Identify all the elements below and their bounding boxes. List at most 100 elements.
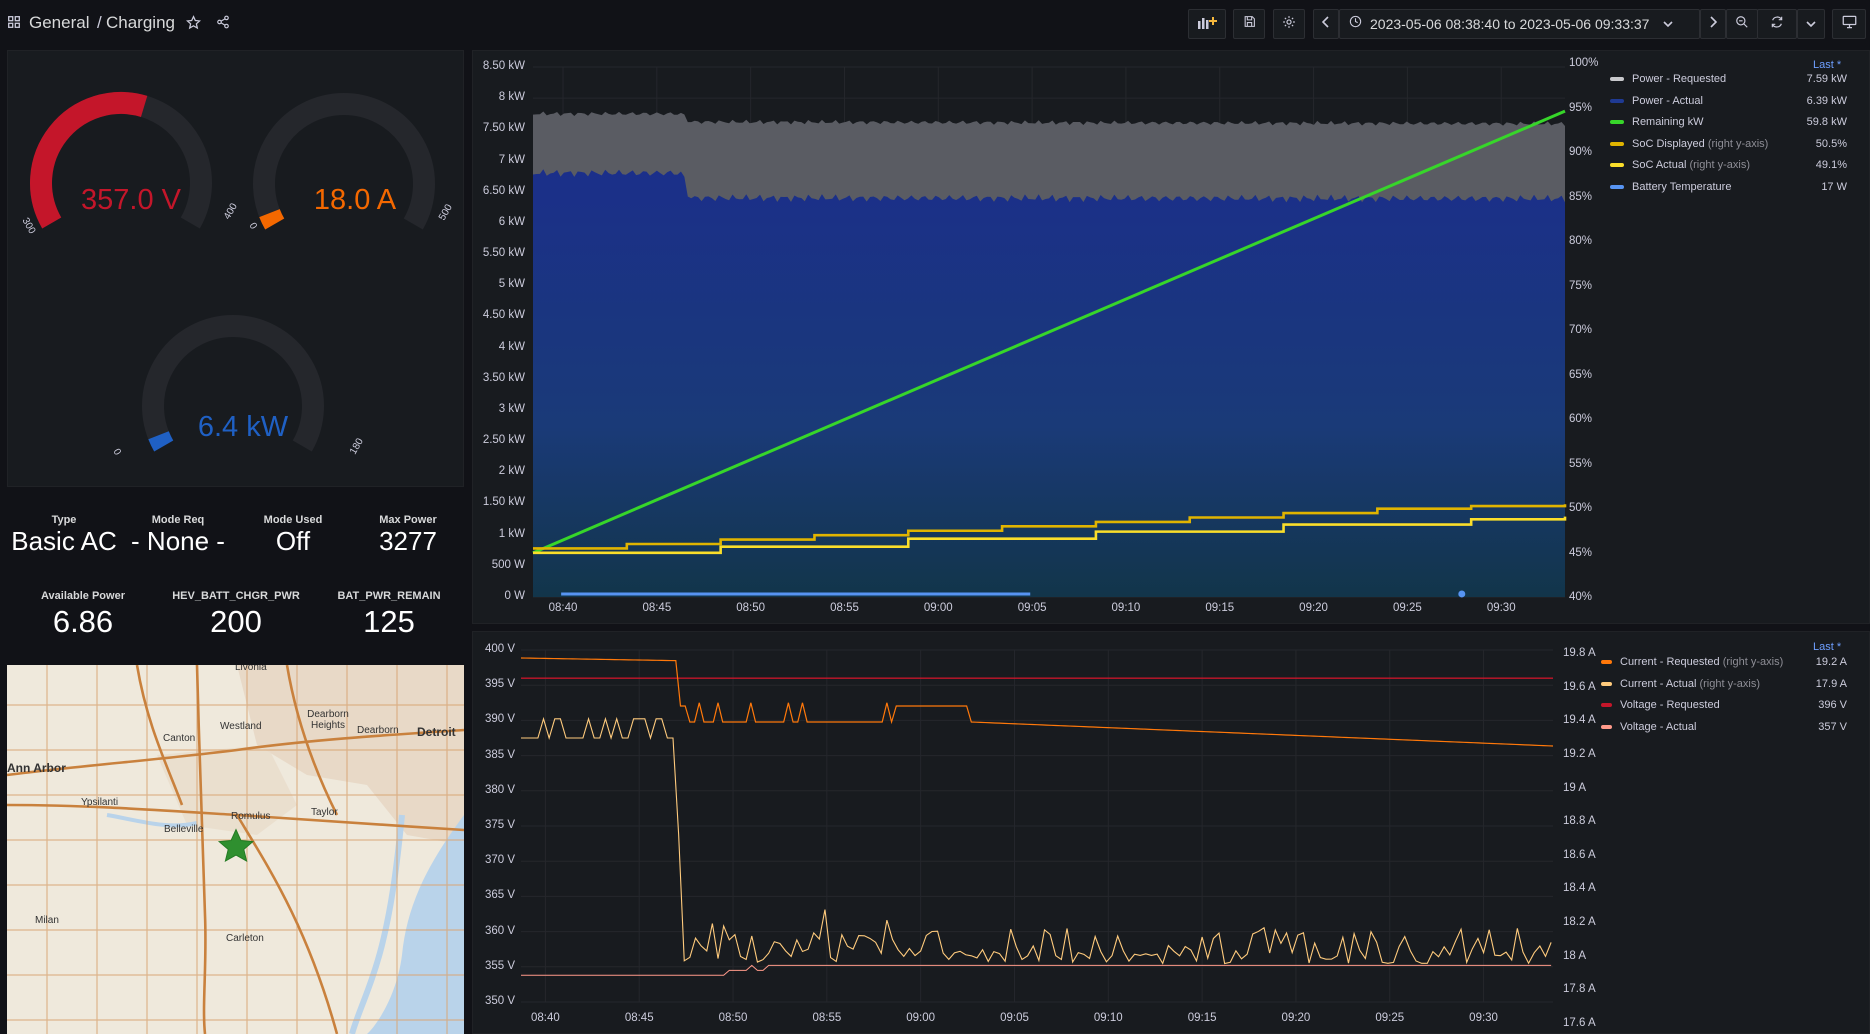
legend-swatch: [1610, 120, 1624, 125]
zoom-out-button[interactable]: [1726, 9, 1758, 39]
chevron-down-icon: [1806, 15, 1816, 33]
y-axis-right-tick: 90%: [1569, 146, 1593, 158]
map-label-ypsilanti: Ypsilanti: [81, 797, 119, 808]
legend-axis-note: (right y-axis): [1704, 137, 1769, 150]
x-axis-tick: 09:30: [1486, 602, 1516, 614]
legend-last-value: 19.2 A: [1815, 656, 1847, 668]
clock-icon: [1349, 15, 1362, 33]
power-soc-chart[interactable]: [473, 51, 1869, 623]
dashboard-settings-button[interactable]: [1273, 9, 1305, 39]
gauge-fill: [30, 92, 148, 229]
legend-swatch: [1601, 660, 1612, 665]
x-axis-tick: 09:00: [923, 602, 953, 614]
x-axis-tick: 09:25: [1392, 602, 1422, 614]
map-label-westland: Westland: [220, 721, 262, 732]
map-label-canton: Canton: [163, 733, 196, 744]
share-icon[interactable]: [216, 15, 230, 34]
legend-name: Power - Actual: [1632, 94, 1703, 107]
refresh-interval-dropdown[interactable]: [1797, 9, 1825, 39]
current-gauge-value: 18.0 A: [313, 184, 397, 216]
legend-last-value: 396 V: [1818, 699, 1847, 711]
save-dashboard-button[interactable]: [1233, 9, 1265, 39]
legend-item[interactable]: Voltage - Requested: [1601, 697, 1720, 713]
time-shift-forward-button[interactable]: [1700, 9, 1726, 39]
legend-item[interactable]: SoC Displayed (right y-axis): [1610, 136, 1768, 152]
y-axis-right-tick: 17.6 A: [1563, 1017, 1596, 1029]
map-label-romulus: Romulus: [231, 811, 271, 822]
legend-item[interactable]: Current - Actual (right y-axis): [1601, 676, 1760, 692]
dashboard-header: General / Charging 2023-05-06 08:38:40 t…: [0, 0, 1870, 46]
map-panel[interactable]: Livonia Canton Westland Dearborn Heights…: [7, 665, 464, 1034]
y-axis-tick: 1.50 kW: [482, 496, 525, 509]
legend-name: Remaining kW: [1632, 116, 1704, 128]
legend-item[interactable]: Current - Requested (right y-axis): [1601, 654, 1783, 670]
zoom-out-icon: [1735, 15, 1749, 34]
legend-axis-note: (right y-axis): [1686, 159, 1750, 171]
y-axis-right-tick: 18.6 A: [1563, 848, 1596, 861]
series-soc-displayed: [533, 504, 1567, 550]
tv-mode-button[interactable]: [1832, 9, 1866, 39]
y-axis-tick: 500 W: [491, 558, 525, 571]
y-axis-right-tick: 50%: [1569, 502, 1593, 514]
refresh-button[interactable]: [1757, 9, 1797, 39]
y-axis-right-tick: 19.2 A: [1563, 747, 1596, 760]
x-axis-tick: 08:55: [812, 1012, 842, 1024]
location-marker-star-icon[interactable]: [217, 828, 255, 869]
monitor-icon: [1842, 15, 1857, 34]
legend-item[interactable]: SoC Actual (right y-axis): [1610, 157, 1750, 173]
chevron-left-icon: [1321, 15, 1330, 33]
y-axis-right-tick: 18 A: [1563, 949, 1587, 962]
page-title: Charging: [106, 13, 175, 32]
legend-sort-header[interactable]: Last *: [1813, 641, 1842, 653]
voltage-current-chart[interactable]: [473, 632, 1869, 1033]
x-axis-tick: 09:00: [906, 1012, 936, 1024]
gauges-svg: [30, 92, 435, 452]
voltage-gauge: [30, 92, 212, 229]
power-gauge-value: 6.4 kW: [197, 411, 289, 443]
stat-value: 3277: [379, 526, 437, 556]
y-axis-right-tick: 80%: [1569, 235, 1593, 247]
legend-swatch: [1610, 163, 1624, 168]
x-axis-tick: 09:10: [1093, 1012, 1123, 1024]
time-range-label: 2023-05-06 08:38:40 to 2023-05-06 09:33:…: [1370, 16, 1650, 32]
add-panel-button[interactable]: [1188, 9, 1226, 39]
legend-swatch: [1610, 141, 1624, 146]
legend-name: Voltage - Requested: [1620, 699, 1720, 711]
stat-value: 6.86: [52, 604, 114, 639]
y-axis-right-tick: 75%: [1569, 279, 1593, 292]
y-axis-tick: 375 V: [484, 819, 515, 831]
series-current-actual: [521, 716, 1552, 965]
x-axis-tick: 09:10: [1111, 602, 1141, 614]
legend-item[interactable]: Remaining kW: [1610, 114, 1704, 130]
legend-swatch: [1610, 77, 1624, 82]
x-axis-tick: 08:55: [830, 602, 859, 614]
time-shift-back-button[interactable]: [1313, 9, 1339, 39]
y-axis-tick: 8.50 kW: [482, 60, 525, 72]
y-axis-tick: 4.50 kW: [482, 309, 525, 322]
star-icon[interactable]: [185, 15, 202, 35]
apps-grid-icon[interactable]: [8, 15, 20, 28]
y-axis-tick: 6 kW: [498, 215, 525, 228]
series-remaining-kw: [532, 109, 1566, 555]
legend-last-value: 6.39 kW: [1806, 94, 1847, 107]
y-axis-right-tick: 40%: [1569, 591, 1593, 603]
breadcrumb-folder[interactable]: General: [29, 13, 90, 32]
y-axis-tick: 2.50 kW: [482, 434, 525, 447]
map-label-dearborn: Dearborn: [357, 725, 399, 736]
y-axis-tick: 360 V: [484, 924, 515, 937]
legend-item[interactable]: Power - Actual: [1610, 93, 1703, 109]
legend-sort-header[interactable]: Last *: [1813, 59, 1842, 71]
legend-item[interactable]: Voltage - Actual: [1601, 719, 1696, 735]
y-axis-tick: 1 kW: [498, 527, 525, 540]
legend-swatch: [1610, 98, 1624, 103]
legend-swatch: [1610, 184, 1624, 189]
stat-value: Basic AC: [11, 526, 117, 556]
chevron-right-icon: [1709, 15, 1718, 33]
legend-last-value: 50.5%: [1815, 137, 1847, 150]
legend-item[interactable]: Power - Requested: [1610, 71, 1726, 87]
save-icon: [1243, 15, 1256, 33]
legend-item[interactable]: Battery Temperature: [1610, 179, 1731, 195]
y-axis-tick: 400 V: [484, 643, 515, 655]
time-range-picker[interactable]: 2023-05-06 08:38:40 to 2023-05-06 09:33:…: [1339, 9, 1700, 39]
y-axis-tick: 5 kW: [498, 278, 525, 291]
